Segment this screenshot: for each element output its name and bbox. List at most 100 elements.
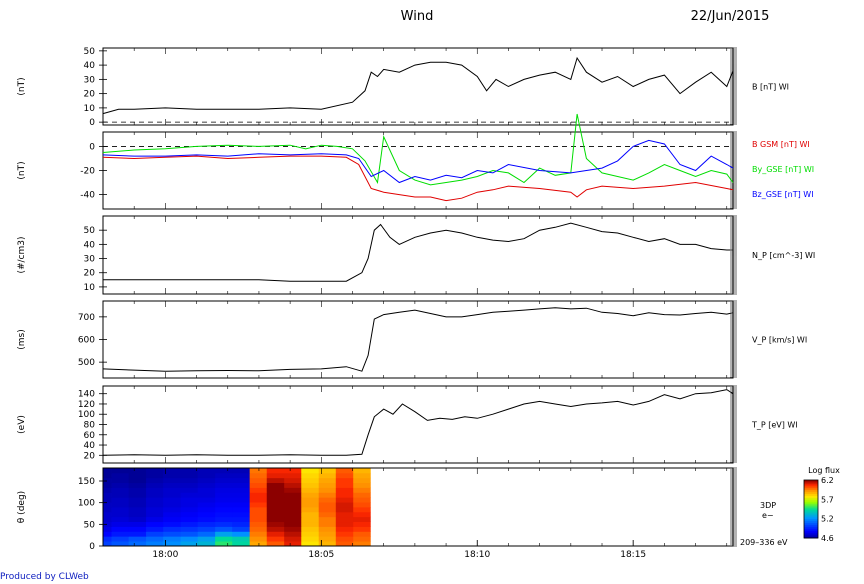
colorbar-segment [804, 499, 818, 502]
spectrogram-cell [163, 487, 181, 493]
spectrogram-cell [197, 477, 216, 484]
spectrogram-cell [301, 502, 320, 508]
spectrogram-cell [284, 497, 302, 503]
spectrogram-cell [232, 511, 251, 518]
spectrogram-cell [128, 468, 147, 474]
spectrogram-cell [111, 521, 130, 527]
spectrogram-cell [301, 526, 320, 532]
spectrogram-cell [103, 521, 112, 527]
spectrogram-cell [301, 492, 320, 498]
spectrogram-cell [284, 477, 302, 484]
spectrogram-cell [163, 482, 181, 488]
spectrogram-cell [146, 531, 164, 537]
spectrogram-cell [163, 492, 181, 498]
spectrogram-cell [335, 487, 354, 493]
y-tick-label: 30 [84, 255, 96, 265]
spectrogram-cell [111, 507, 130, 513]
spectrogram-cell [197, 487, 216, 493]
spectrogram-cell [266, 521, 285, 527]
colorbar-segment [804, 512, 818, 516]
spectrogram-cell [197, 541, 216, 547]
spectrogram-cell [215, 482, 233, 488]
spectrogram-cell [335, 521, 354, 527]
spectrogram-cell [249, 502, 268, 508]
spectrogram-cell [232, 541, 251, 547]
spectrogram-cell [266, 492, 285, 498]
spectrogram-cell [163, 472, 181, 479]
spectrogram-cell [128, 482, 147, 488]
particle-label: e− [762, 511, 774, 520]
spectrogram-cell [163, 531, 181, 537]
spectrogram-cell [111, 492, 130, 498]
colorbar-segment [804, 526, 818, 529]
spectrogram-cell [232, 492, 251, 498]
spectrogram-cell [335, 516, 354, 523]
colorbar-segment [804, 524, 818, 527]
spectrogram-cell [197, 468, 216, 474]
panel-frame [102, 300, 734, 379]
spectrogram-cell [128, 472, 147, 479]
spectrogram-cell [284, 516, 302, 523]
spectrogram-cell [266, 487, 285, 493]
y-tick-label: 100 [78, 410, 95, 420]
plot-date: 22/Jun/2015 [691, 9, 770, 24]
energy-label: 209–336 eV [740, 538, 788, 547]
series-line [102, 56, 734, 115]
y-tick-label: 30 [84, 75, 96, 85]
spectrogram-cell [103, 511, 112, 518]
spectrogram-cell [163, 521, 181, 527]
series-line [102, 113, 734, 186]
y-tick-label: 50 [84, 226, 96, 236]
spectrogram-cell [111, 487, 130, 493]
spectrogram-cell [232, 472, 251, 479]
spectrogram-cell [180, 536, 199, 542]
spectrogram-cell [146, 541, 164, 547]
spectrogram-cell [232, 507, 251, 513]
spectrogram-cell [301, 482, 320, 488]
spectrogram-cell [249, 507, 268, 513]
spectrogram-cell [335, 536, 354, 542]
y-axis-label: (nT) [17, 161, 27, 179]
spectrogram-cell [249, 472, 268, 479]
spectrogram-cell [249, 521, 268, 527]
y-tick-label: 20 [84, 451, 96, 461]
spectrogram-cell [301, 511, 320, 518]
spectrogram-cell [335, 497, 354, 503]
spectrogram-cell [197, 472, 216, 479]
spectrogram-cell [249, 497, 268, 503]
spectrogram-cell [249, 541, 268, 547]
colorbar-frame [803, 479, 819, 539]
spectrogram-cell [215, 507, 233, 513]
colorbar-segment [804, 514, 818, 518]
colorbar-segment [804, 507, 818, 510]
series-label: T_P [eV] WI [751, 421, 798, 430]
spectrogram-cell [353, 507, 371, 513]
series-line [102, 155, 734, 202]
spectrogram-cell [266, 511, 285, 518]
spectrogram-cell [249, 468, 268, 474]
spectrogram-cell [128, 541, 147, 547]
spectrogram-cell [180, 487, 199, 493]
spectrogram-cell [301, 536, 320, 542]
produced-by-credit: Produced by CLWeb [0, 572, 89, 582]
y-tick-label: 20 [84, 269, 96, 279]
spectrogram-cell [146, 516, 164, 523]
spectrogram-cell [232, 531, 251, 537]
spectrogram-cell [284, 472, 302, 479]
colorbar-segment [804, 493, 818, 496]
spectrogram-cell [146, 502, 164, 508]
panel-frame [102, 385, 734, 464]
spectrogram-cell [353, 521, 371, 527]
spectrogram-cell [103, 497, 112, 503]
spectrogram-cell [353, 492, 371, 498]
y-tick-label: 0 [89, 118, 95, 128]
colorbar-segment [804, 509, 818, 512]
spectrogram-cell [284, 521, 302, 527]
spectrogram-cell [128, 521, 147, 527]
colorbar-tick-label: 5.2 [821, 515, 834, 524]
series-label: B [nT] WI [752, 83, 789, 92]
spectrogram-cell [284, 487, 302, 493]
spectrogram-cell [266, 507, 285, 513]
spectrogram-cell [128, 507, 147, 513]
y-tick-label: 0 [89, 542, 95, 552]
